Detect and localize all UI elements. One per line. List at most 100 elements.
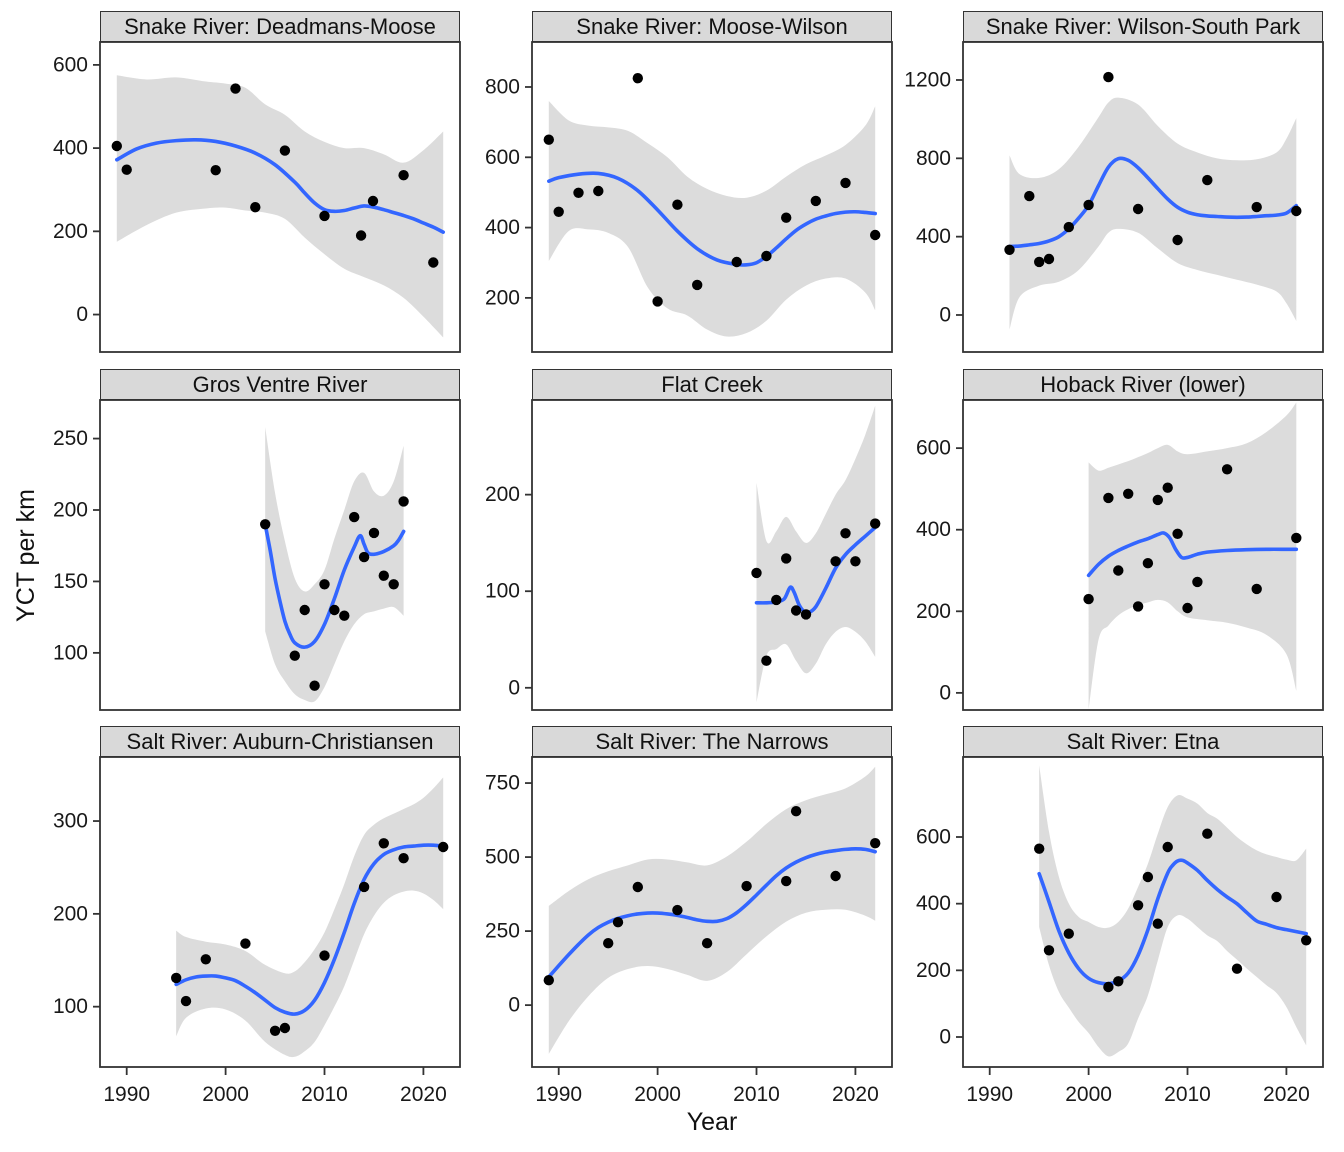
data-point [840,528,851,539]
data-point [1132,900,1144,911]
data-point [1182,602,1193,614]
data-point [299,604,310,616]
y-tick-label: 300 [53,810,88,833]
plot-area [1004,71,1302,330]
confidence-ribbon [756,405,876,703]
data-point [398,170,409,181]
y-tick-label: 400 [916,225,951,248]
data-point [761,250,772,262]
facet-title: Salt River: The Narrows [595,728,829,754]
panel-border [99,399,461,711]
facet-strip: Snake River: Deadmans-Moose [100,11,460,42]
data-point [309,680,320,691]
facet-title: Gros Ventre River [192,371,368,397]
data-point [329,604,340,616]
data-point [830,870,841,882]
facet-title: Salt River: Auburn-Christiansen [126,728,434,754]
facet-salt-auburn-christiansen: Salt River: Auburn-Christiansen 100 200 30… [30,726,466,1129]
data-point [840,177,851,189]
data-point [279,145,291,156]
data-point [289,650,300,661]
data-point [1231,963,1243,974]
y-tick-label: 200 [916,959,951,982]
plot-area [171,777,449,1058]
facet-strip: Hoback River (lower) [963,369,1323,400]
y-tick-label: 1200 [904,68,951,91]
plot-area [1083,402,1302,710]
data-point [1103,981,1114,993]
y-tick-label: 0 [939,303,951,326]
y-tick-label: 500 [485,846,520,869]
data-point [741,880,752,892]
x-tick-label: 2000 [1065,1083,1112,1106]
data-point [368,527,380,539]
y-tick-label: 0 [939,1026,951,1049]
data-point [1083,199,1094,211]
data-point [781,553,792,564]
data-point [771,594,782,606]
confidence-ribbon [116,75,444,338]
data-point [358,881,370,893]
data-point [731,256,742,268]
data-point [200,954,211,965]
data-point [378,570,389,581]
facet-strip: Salt River: The Narrows [532,726,892,757]
facet-strip: Snake River: Wilson-South Park [963,11,1323,42]
data-point [378,838,389,849]
facet-hoback-river-lower: Hoback River (lower) 0 200 400 600 [893,369,1329,772]
data-point [790,806,802,817]
data-point [260,519,271,530]
facet-plot: 0 200 400 600 [916,399,1324,711]
data-point [810,195,821,207]
data-point [358,551,370,563]
facet-plot: 0 250 500 750 1990 2000 2010 2020 [485,756,893,1106]
facet-title: Flat Creek [661,371,763,397]
data-point [1291,205,1302,217]
data-point [355,230,367,241]
y-tick-label: 200 [916,600,951,623]
data-point [319,950,330,961]
data-point [1034,843,1045,854]
facet-plot: 100 200 300 1990 2000 2010 2020 [53,756,461,1106]
data-point [1192,576,1203,588]
data-point [1221,464,1233,475]
facet-snake-wilson-south-park: Snake River: Wilson-South Park 0 400 800 12… [893,11,1329,414]
y-tick-label: 600 [53,53,88,76]
facet-plot: 0 400 800 1200 [904,41,1324,353]
data-point [388,579,399,590]
y-tick-label: 0 [76,303,88,326]
data-point [1063,221,1074,233]
facet-plot: 200 400 600 800 [485,41,893,353]
data-point [1103,71,1114,83]
confidence-ribbon [176,777,444,1058]
panel-border [99,41,461,353]
data-point [438,841,449,853]
data-point [319,210,330,222]
smooth-line [1007,156,1299,249]
x-tick-label: 2000 [202,1083,249,1106]
data-point [1063,928,1074,939]
y-tick-label: 400 [53,137,88,160]
panel-border [962,41,1324,353]
x-tick-label: 2010 [1164,1083,1211,1106]
facet-strip: Salt River: Etna [963,726,1323,757]
data-point [279,1022,291,1034]
data-point [593,185,604,197]
data-point [1113,976,1124,987]
facet-salt-the-narrows: Salt River: The Narrows 0 250 500 750 1990 20… [462,726,898,1129]
y-tick-label: 100 [53,641,88,664]
confidence-ribbon [1009,97,1297,330]
y-tick-label: 200 [485,286,520,309]
x-tick-label: 2010 [301,1083,348,1106]
data-point [1123,488,1134,499]
data-point [612,917,624,928]
data-point [1103,492,1114,504]
facet-plot: 0 200 400 600 [53,41,461,353]
y-tick-label: 0 [939,681,951,704]
facet-strip: Gros Ventre River [100,369,460,400]
confidence-ribbon [548,101,876,337]
data-point [349,511,360,523]
data-point [1202,174,1213,186]
plot-area [543,73,881,337]
panel-border [962,399,1324,711]
